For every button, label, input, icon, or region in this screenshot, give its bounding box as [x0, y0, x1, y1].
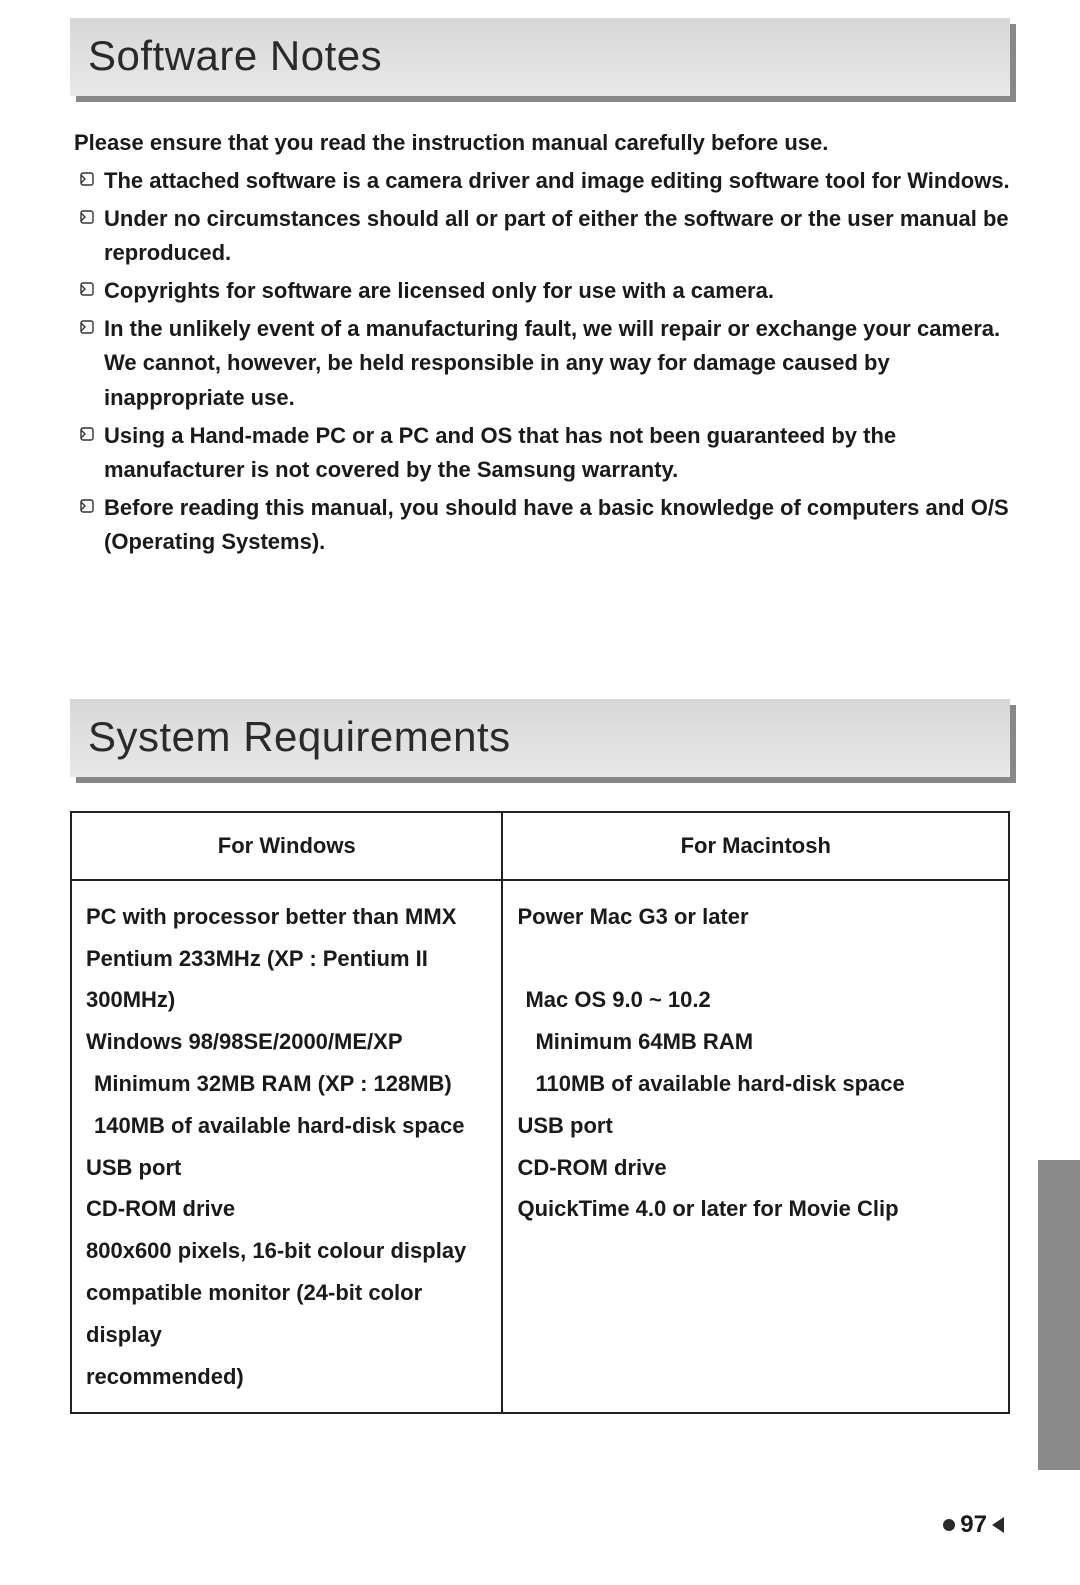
list-item-text: Copyrights for software are licensed onl… [104, 278, 774, 303]
list-item: Copyrights for software are licensed onl… [70, 274, 1010, 308]
list-item-text: Under no circumstances should all or par… [104, 206, 1009, 265]
cell-text: USB port [517, 1105, 994, 1147]
page-number: 97 [960, 1511, 987, 1539]
bullet-icon [78, 280, 96, 298]
list-item-text: Before reading this manual, you should h… [104, 495, 1009, 554]
cell-text: recommended) [86, 1356, 487, 1398]
cell-text: PC with processor better than MMX [86, 904, 456, 929]
cell-text: QuickTime 4.0 or later for Movie Clip [517, 1188, 994, 1230]
bullet-icon [78, 425, 96, 443]
list-item: Using a Hand-made PC or a PC and OS that… [70, 419, 1010, 487]
cell-text: 110MB of available hard-disk space [517, 1063, 994, 1105]
page-number-footer: 97 [943, 1511, 1004, 1539]
column-header-mac: For Macintosh [502, 812, 1009, 880]
cell-text: Pentium 233MHz (XP : Pentium II 300MHz) [86, 938, 487, 1022]
heading-system-requirements: System Requirements [70, 699, 1010, 777]
list-item-text: The attached software is a camera driver… [104, 168, 1010, 193]
table-row: PC with processor better than MMX Pentiu… [71, 880, 1009, 1414]
bullet-icon [78, 208, 96, 226]
manual-page: Software Notes Please ensure that you re… [0, 0, 1080, 1585]
list-item-text: In the unlikely event of a manufacturing… [104, 316, 1000, 409]
column-header-windows: For Windows [71, 812, 502, 880]
intro-text: Please ensure that you read the instruct… [70, 130, 1010, 156]
cell-text: compatible monitor (24-bit color display [86, 1272, 487, 1356]
bullet-icon [78, 318, 96, 336]
list-item-text: Using a Hand-made PC or a PC and OS that… [104, 423, 896, 482]
cell-text: 800x600 pixels, 16-bit colour display [86, 1230, 487, 1272]
cell-text: 140MB of available hard-disk space [86, 1105, 487, 1147]
cell-text: USB port [86, 1147, 487, 1189]
cell-mac: Power Mac G3 or later Mac OS 9.0 ~ 10.2 … [502, 880, 1009, 1414]
list-item: The attached software is a camera driver… [70, 164, 1010, 198]
cell-text: Minimum 32MB RAM (XP : 128MB) [86, 1063, 487, 1105]
bullet-icon [78, 497, 96, 515]
cell-windows: PC with processor better than MMX Pentiu… [71, 880, 502, 1414]
list-item: Before reading this manual, you should h… [70, 491, 1010, 559]
list-item: In the unlikely event of a manufacturing… [70, 312, 1010, 414]
cell-text: Power Mac G3 or later [517, 896, 994, 938]
side-tab [1038, 1160, 1080, 1470]
heading-software-notes: Software Notes [70, 18, 1010, 96]
cell-text: Windows 98/98SE/2000/ME/XP [86, 1021, 487, 1063]
bullet-icon [78, 170, 96, 188]
requirements-table: For Windows For Macintosh PC with proces… [70, 811, 1010, 1414]
list-item: Under no circumstances should all or par… [70, 202, 1010, 270]
triangle-icon [992, 1517, 1004, 1533]
notes-bullet-list: The attached software is a camera driver… [70, 164, 1010, 559]
cell-text: CD-ROM drive [517, 1147, 994, 1189]
table-header-row: For Windows For Macintosh [71, 812, 1009, 880]
cell-text: Mac OS 9.0 ~ 10.2 [517, 979, 994, 1021]
cell-text: Minimum 64MB RAM [517, 1021, 994, 1063]
cell-text: CD-ROM drive [86, 1188, 487, 1230]
dot-icon [943, 1519, 955, 1531]
